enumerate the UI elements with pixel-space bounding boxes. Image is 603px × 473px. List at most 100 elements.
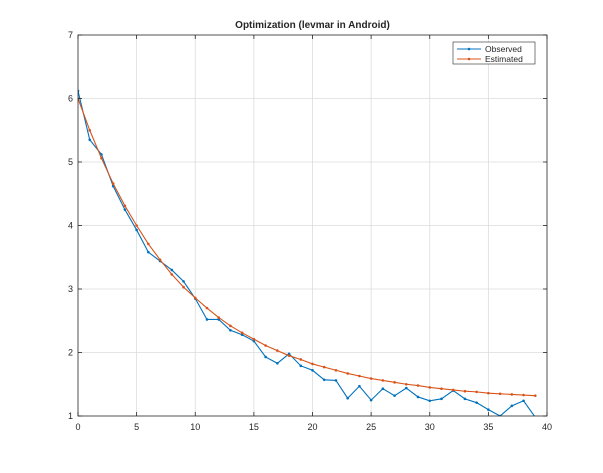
data-point-estimated	[147, 242, 150, 246]
y-tick-label: 5	[68, 157, 73, 167]
data-point-estimated	[463, 389, 467, 393]
data-point-estimated	[311, 362, 314, 366]
data-point-estimated	[358, 374, 361, 378]
data-point-estimated	[487, 391, 490, 395]
tick-layer: 0 5 10 15 20 25 30 35 40 1 2 3 4 5 6 7	[68, 30, 552, 432]
legend-marker-estimated	[467, 57, 471, 61]
x-tick-label: 30	[425, 422, 435, 432]
data-point-observed	[405, 386, 408, 390]
data-point-observed	[416, 395, 420, 399]
series-layer	[78, 89, 537, 416]
data-point-estimated	[182, 285, 185, 289]
x-tick-label: 10	[190, 422, 200, 432]
data-point-estimated	[276, 349, 279, 352]
data-point-estimated	[533, 394, 537, 397]
data-point-estimated	[229, 324, 232, 328]
data-point-estimated	[428, 386, 432, 389]
data-point-estimated	[369, 377, 373, 380]
data-point-estimated	[322, 365, 326, 369]
data-point-observed	[205, 318, 209, 321]
data-point-observed	[252, 339, 256, 343]
data-point-observed	[170, 268, 174, 272]
data-point-estimated	[510, 393, 514, 396]
data-point-estimated	[475, 390, 478, 394]
grid-layer	[78, 35, 547, 416]
legend-marker-observed	[467, 47, 471, 51]
y-tick-label: 1	[68, 411, 73, 421]
data-point-estimated	[522, 393, 525, 397]
data-point-observed	[369, 398, 373, 402]
data-point-observed	[311, 368, 314, 372]
data-point-observed	[264, 355, 267, 359]
y-tick-label: 7	[68, 30, 73, 40]
data-point-estimated	[252, 337, 256, 341]
data-point-observed	[487, 408, 490, 411]
legend-label-observed: Observed	[485, 44, 522, 54]
y-tick-label: 4	[68, 221, 73, 231]
data-point-estimated	[123, 204, 127, 208]
data-point-estimated	[451, 388, 455, 392]
data-point-estimated	[393, 381, 396, 384]
x-tick-label: 20	[307, 422, 317, 432]
data-point-observed	[334, 379, 338, 382]
data-point-estimated	[299, 358, 303, 361]
x-tick-label: 5	[134, 422, 139, 432]
x-tick-label: 35	[483, 422, 493, 432]
series-line-observed	[78, 90, 536, 416]
data-point-observed	[287, 352, 291, 356]
data-point-estimated	[405, 382, 408, 386]
data-point-estimated	[240, 331, 244, 335]
data-point-observed	[393, 394, 396, 397]
data-point-observed	[428, 399, 432, 403]
data-point-estimated	[193, 296, 197, 300]
data-point-estimated	[264, 344, 267, 347]
x-tick-label: 25	[366, 422, 376, 432]
data-point-observed	[240, 333, 244, 337]
data-point-estimated	[170, 273, 174, 276]
data-point-estimated	[334, 368, 338, 372]
data-point-estimated	[135, 224, 138, 227]
data-point-observed	[475, 401, 478, 404]
data-point-estimated	[111, 182, 115, 185]
data-point-observed	[100, 153, 103, 156]
data-point-observed	[381, 387, 385, 390]
x-tick-label: 15	[249, 422, 259, 432]
data-point-estimated	[381, 379, 385, 382]
data-point-observed	[358, 384, 361, 388]
data-point-estimated	[287, 354, 291, 357]
data-point-observed	[229, 328, 232, 332]
x-tick-label: 40	[542, 422, 552, 432]
data-point-observed	[182, 280, 185, 283]
y-tick-label: 6	[68, 94, 73, 104]
data-point-estimated	[100, 156, 103, 160]
data-point-estimated	[346, 372, 349, 375]
data-point-observed	[510, 404, 514, 408]
data-point-observed	[276, 361, 279, 365]
data-point-observed	[123, 208, 127, 211]
data-point-observed	[88, 138, 92, 142]
data-point-estimated	[88, 128, 92, 132]
data-point-observed	[522, 399, 525, 403]
data-point-estimated	[498, 392, 502, 396]
data-point-observed	[346, 396, 349, 400]
data-point-observed	[463, 397, 467, 401]
data-point-observed	[217, 318, 220, 321]
data-point-estimated	[205, 306, 209, 310]
data-point-estimated	[217, 316, 220, 319]
data-point-observed	[440, 397, 443, 401]
y-tick-label: 3	[68, 284, 73, 294]
data-point-observed	[322, 378, 326, 382]
chart-title: Optimization (levmar in Android)	[235, 20, 390, 31]
x-tick-label: 0	[75, 422, 80, 432]
data-point-observed	[147, 250, 150, 254]
data-point-estimated	[416, 384, 420, 387]
data-point-estimated	[440, 387, 443, 390]
data-point-estimated	[158, 258, 162, 262]
data-point-observed	[299, 364, 303, 368]
series-line-estimated	[78, 98, 536, 397]
data-point-observed	[135, 228, 138, 232]
